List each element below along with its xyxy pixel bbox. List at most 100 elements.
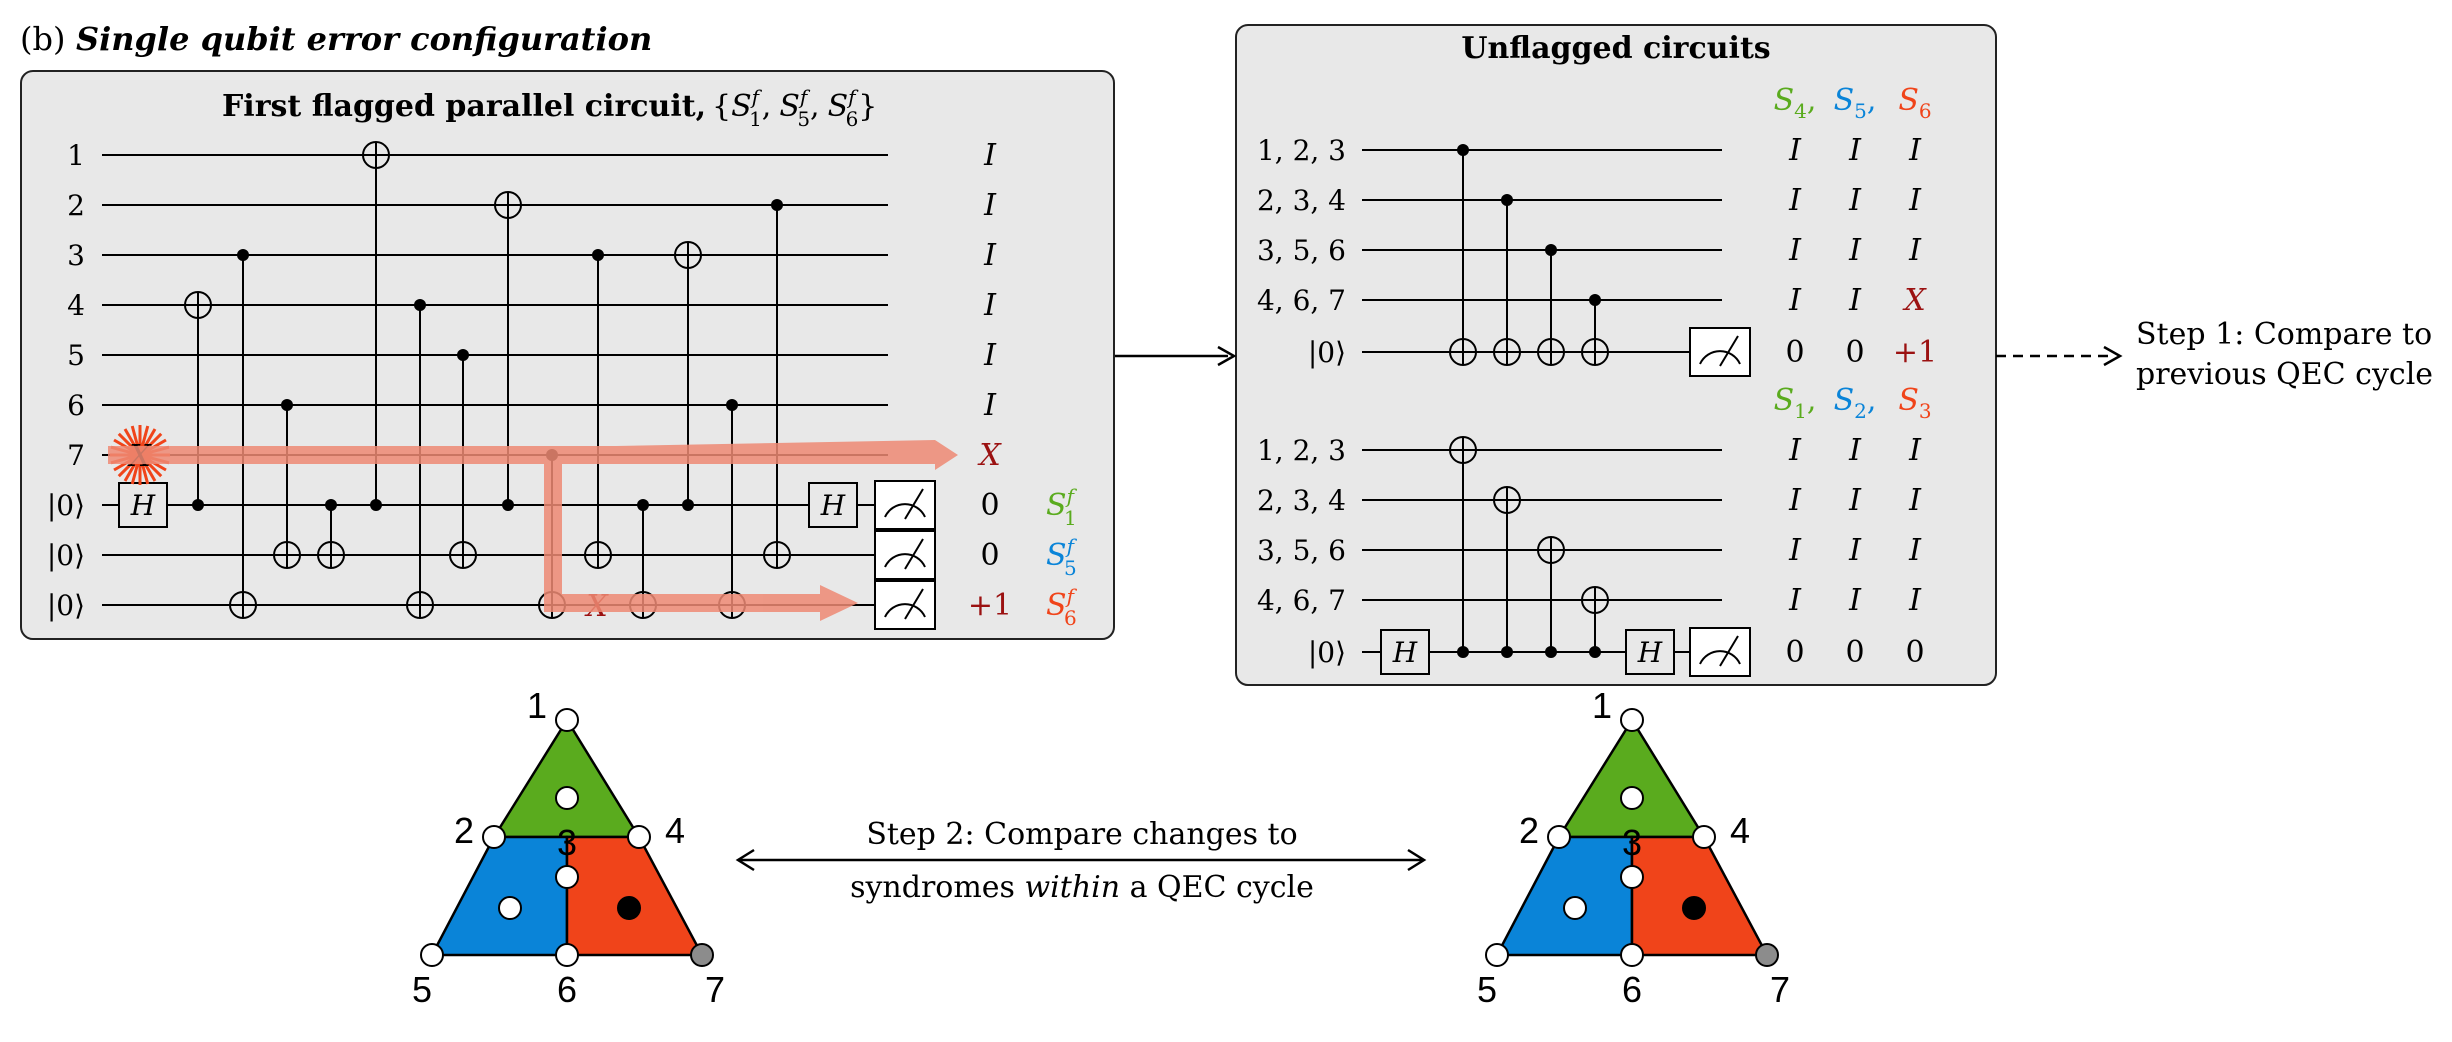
control-dot — [1501, 646, 1513, 658]
unflagged-output: I — [1848, 583, 1862, 618]
qubit-2 — [482, 825, 506, 849]
control-dot — [771, 199, 783, 211]
unflagged-output: I — [1848, 133, 1862, 168]
figure-title: Single qubit error configuration — [76, 20, 652, 58]
error-propagation — [108, 440, 958, 621]
qubit-label-3: 3 — [557, 822, 577, 863]
qubit-label-6: 6 — [557, 969, 577, 1010]
unflagged-wire-label: 3, 5, 6 — [1257, 534, 1346, 567]
unflagged-wire-label: 4, 6, 7 — [1257, 284, 1346, 317]
meter-dial-icon — [884, 503, 926, 518]
unflagged-output: I — [1908, 583, 1922, 618]
qubit-3 — [1620, 865, 1644, 889]
unflagged-panel: Unflagged circuits S4, S5, S61, 2, 3 I I I2, … — [1235, 24, 1997, 686]
step1-line1: Step 1: Compare to — [2136, 317, 2432, 352]
stabilizer-red-dot — [1682, 896, 1706, 920]
control-dot — [325, 499, 337, 511]
control-dot — [1457, 144, 1469, 156]
blue-plaquette — [429, 835, 569, 957]
qubit-label-5: 5 — [412, 969, 432, 1010]
qubit-label-2: 2 — [454, 810, 474, 851]
meter-needle-icon — [904, 588, 924, 620]
step2-arrow-right — [1407, 848, 1427, 872]
qubit-label-4: 4 — [665, 810, 685, 851]
syndrome-header: S6 — [1898, 83, 1931, 123]
control-dot — [370, 499, 382, 511]
stabilizer-green-dot — [555, 786, 579, 810]
panel-arrow-head — [1217, 345, 1237, 367]
unflagged-output: I — [1908, 233, 1922, 268]
flag-label: Sf 1 — [1046, 484, 1078, 530]
control-dot — [1589, 646, 1601, 658]
unflagged-output: 0 — [1785, 335, 1804, 370]
flagged-wire-label: 1 — [67, 139, 85, 172]
control-dot — [237, 249, 249, 261]
stabilizer-blue-dot — [498, 896, 522, 920]
unflagged-bottom-circuit: S1, S2, S31, 2, 3 I I I2, 3, 4 I I I3, 5, 6 I I I4,… — [1257, 383, 1932, 677]
unflagged-output: X — [1902, 283, 1927, 318]
measurement-box — [874, 530, 936, 580]
flagged-wire-label: |0⟩ — [47, 539, 85, 572]
stabilizer-green-dot — [1620, 786, 1644, 810]
unflagged-output: I — [1788, 583, 1802, 618]
flagged-wire-label: 4 — [67, 289, 85, 322]
unflagged-wire-label: |0⟩ — [1308, 336, 1346, 369]
unflagged-wire-label: 1, 2, 3 — [1257, 134, 1346, 167]
unflagged-output: I — [1908, 183, 1922, 218]
unflagged-panel-title: Unflagged circuits — [1461, 31, 1770, 66]
qubit-label-3: 3 — [1622, 822, 1642, 863]
qubit-6 — [555, 943, 579, 967]
hadamard-gate — [1625, 629, 1675, 675]
qubit-label-7: 7 — [1770, 969, 1790, 1010]
step1-arrow-head — [2103, 345, 2123, 367]
control-dot — [1589, 294, 1601, 306]
meter-dial-icon — [884, 553, 926, 568]
unflagged-output: I — [1848, 433, 1862, 468]
hadamard-gate — [118, 482, 168, 528]
flagged-output: I — [983, 288, 997, 323]
step2-line1: Step 2: Compare changes to — [866, 817, 1297, 852]
syndrome-header: S2, — [1834, 383, 1877, 423]
unflagged-output: I — [1908, 133, 1922, 168]
flagged-wire-label: |0⟩ — [47, 589, 85, 622]
qubit-1 — [555, 708, 579, 732]
meter-needle-icon — [904, 538, 924, 570]
flagged-wire-labels: 1 2 3 4 5 6 7 |0⟩ |0⟩ |0⟩ — [47, 139, 85, 622]
meter-needle-icon — [1719, 635, 1739, 667]
unflagged-top-circuit: S4, S5, S61, 2, 3 I I I2, 3, 4 I I I3, 5, 6 I I I4,… — [1257, 83, 1937, 377]
flagged-wire-label: 6 — [67, 389, 85, 422]
unflagged-output: I — [1848, 533, 1862, 568]
unflagged-output: I — [1788, 233, 1802, 268]
qubit-4 — [627, 825, 651, 849]
flagged-output: I — [983, 238, 997, 273]
unflagged-output: I — [1848, 283, 1862, 318]
figure-label: (b) — [20, 20, 65, 58]
control-dot — [502, 499, 514, 511]
blue-plaquette — [1494, 835, 1634, 957]
stabilizer-red-dot — [617, 896, 641, 920]
unflagged-output: 0 — [1785, 635, 1804, 670]
step1-arrow — [1996, 345, 2123, 367]
hadamard-label: H — [820, 489, 846, 522]
control-dot — [457, 349, 469, 361]
meter-dial-icon — [1699, 650, 1741, 665]
control-dot — [726, 399, 738, 411]
syndrome-header: S3 — [1898, 383, 1931, 423]
syndrome-header: S4, — [1774, 83, 1817, 123]
control-dot — [414, 299, 426, 311]
syndrome-header: S1, — [1774, 383, 1817, 423]
control-dot — [192, 499, 204, 511]
stabilizer-blue-dot — [1563, 896, 1587, 920]
unflagged-output: I — [1788, 133, 1802, 168]
meter-needle-icon — [904, 488, 924, 520]
flagged-wire-label: 2 — [67, 189, 85, 222]
meter-needle-icon — [1719, 335, 1739, 367]
step2-arrow — [735, 848, 1427, 872]
qubit-3 — [555, 865, 579, 889]
error-arrow-down — [544, 446, 562, 606]
green-plaquette — [1556, 717, 1707, 839]
qubit-label-2: 2 — [1519, 810, 1539, 851]
flagged-wire-label: 7 — [67, 439, 85, 472]
color-code-triangle-left: 1 2 3 4 5 6 7 — [412, 685, 725, 1010]
